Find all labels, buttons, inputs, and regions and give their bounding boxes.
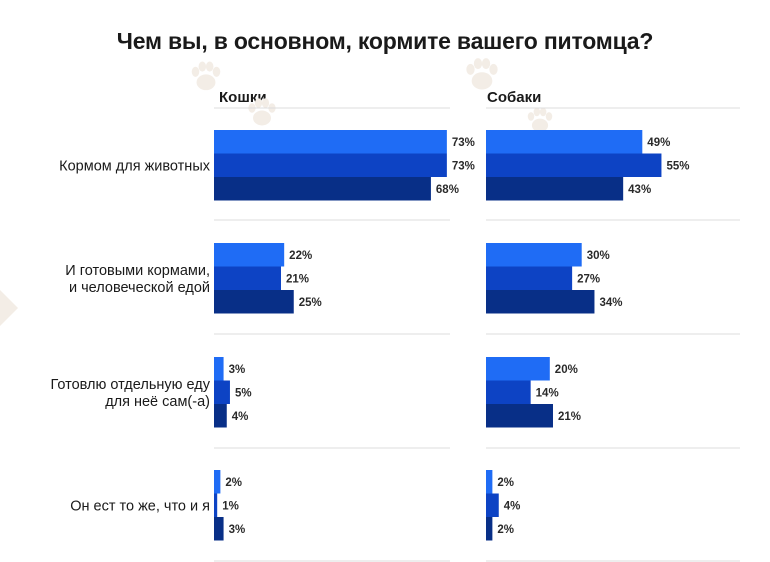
bar xyxy=(486,243,582,267)
paw-print-icon xyxy=(191,61,221,91)
data-label: 25% xyxy=(299,297,322,309)
paw-print-icon xyxy=(248,98,276,126)
category-label: и человеческой едой xyxy=(69,280,210,296)
bar xyxy=(214,177,431,201)
bar xyxy=(214,357,224,381)
bar xyxy=(486,177,624,201)
bar xyxy=(486,357,550,381)
data-label: 34% xyxy=(599,297,622,309)
data-label: 22% xyxy=(289,250,312,262)
chart-title: Чем вы, в основном, кормите вашего питом… xyxy=(116,28,654,54)
bar xyxy=(486,130,643,154)
paw-print-icon xyxy=(466,58,498,90)
data-label: 43% xyxy=(628,184,651,196)
bar xyxy=(214,290,294,314)
bar xyxy=(214,517,224,541)
bar xyxy=(486,493,499,517)
bar xyxy=(486,404,553,428)
category-label: Он ест то же, что и я xyxy=(70,498,210,514)
paw-print-icon xyxy=(527,107,553,133)
bar xyxy=(486,517,493,541)
data-label: 1% xyxy=(222,500,239,512)
bar xyxy=(214,380,230,404)
data-label: 2% xyxy=(497,524,514,536)
category-label: И готовыми кормами, xyxy=(65,263,210,279)
data-label: 30% xyxy=(587,250,610,262)
data-label: 68% xyxy=(436,184,459,196)
data-label: 5% xyxy=(235,387,252,399)
bar xyxy=(486,153,662,177)
data-label: 73% xyxy=(452,137,475,149)
data-label: 2% xyxy=(225,477,242,489)
data-label: 20% xyxy=(555,364,578,376)
bar xyxy=(214,404,227,428)
bar xyxy=(486,380,531,404)
bar xyxy=(486,470,493,494)
decor-shape xyxy=(0,290,18,326)
panel-title-dogs: Собаки xyxy=(487,89,542,106)
bar xyxy=(486,290,595,314)
bar xyxy=(214,243,285,267)
data-label: 3% xyxy=(229,524,246,536)
bar xyxy=(214,153,447,177)
data-label: 21% xyxy=(286,273,309,285)
data-label: 4% xyxy=(232,411,249,423)
data-label: 4% xyxy=(504,500,521,512)
category-label: Готовлю отдельную еду xyxy=(51,377,211,393)
data-label: 49% xyxy=(647,137,670,149)
bar xyxy=(486,266,573,290)
data-label: 14% xyxy=(536,387,559,399)
data-label: 21% xyxy=(558,411,581,423)
category-label: для неё сам(-а) xyxy=(105,394,210,410)
bar xyxy=(214,493,218,517)
data-label: 3% xyxy=(229,364,246,376)
data-label: 27% xyxy=(577,273,600,285)
bar xyxy=(214,130,447,154)
panel-title-cats: Кошки xyxy=(219,89,267,106)
bar xyxy=(214,266,281,290)
data-label: 73% xyxy=(452,160,475,172)
bar xyxy=(214,470,221,494)
category-label: Кормом для животных xyxy=(59,158,211,174)
data-label: 55% xyxy=(666,160,689,172)
data-label: 2% xyxy=(497,477,514,489)
